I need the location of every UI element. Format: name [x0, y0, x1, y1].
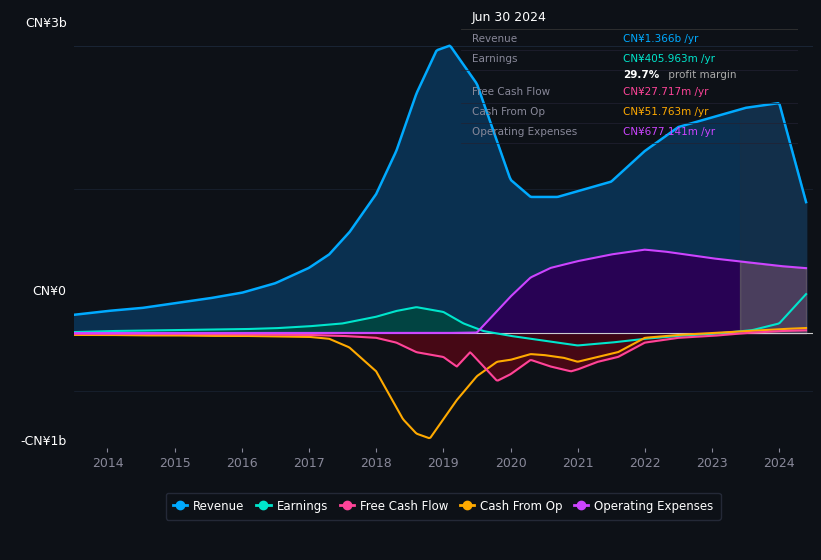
- Text: Free Cash Flow: Free Cash Flow: [471, 87, 549, 97]
- Text: Jun 30 2024: Jun 30 2024: [471, 11, 546, 25]
- Text: Operating Expenses: Operating Expenses: [471, 127, 576, 137]
- Text: Earnings: Earnings: [471, 54, 517, 64]
- Text: CN¥3b: CN¥3b: [25, 17, 67, 30]
- Text: profit margin: profit margin: [665, 70, 736, 80]
- Text: Revenue: Revenue: [471, 35, 516, 44]
- Text: CN¥51.763m /yr: CN¥51.763m /yr: [623, 107, 709, 117]
- Legend: Revenue, Earnings, Free Cash Flow, Cash From Op, Operating Expenses: Revenue, Earnings, Free Cash Flow, Cash …: [166, 493, 721, 520]
- Text: CN¥677.141m /yr: CN¥677.141m /yr: [623, 127, 715, 137]
- Text: CN¥405.963m /yr: CN¥405.963m /yr: [623, 54, 715, 64]
- Text: CN¥0: CN¥0: [33, 284, 67, 297]
- Text: 29.7%: 29.7%: [623, 70, 659, 80]
- Text: CN¥1.366b /yr: CN¥1.366b /yr: [623, 35, 699, 44]
- Text: -CN¥1b: -CN¥1b: [21, 435, 67, 448]
- Text: Cash From Op: Cash From Op: [471, 107, 544, 117]
- Text: CN¥27.717m /yr: CN¥27.717m /yr: [623, 87, 709, 97]
